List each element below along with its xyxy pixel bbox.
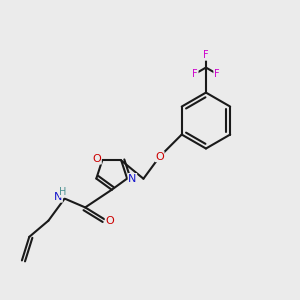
Text: N: N [54,192,62,202]
Text: H: H [59,187,67,197]
Text: F: F [203,50,209,60]
Text: O: O [92,154,101,164]
Text: O: O [155,152,164,162]
Text: F: F [214,69,220,79]
Text: N: N [128,174,136,184]
Text: O: O [105,216,114,226]
Text: F: F [192,69,198,79]
